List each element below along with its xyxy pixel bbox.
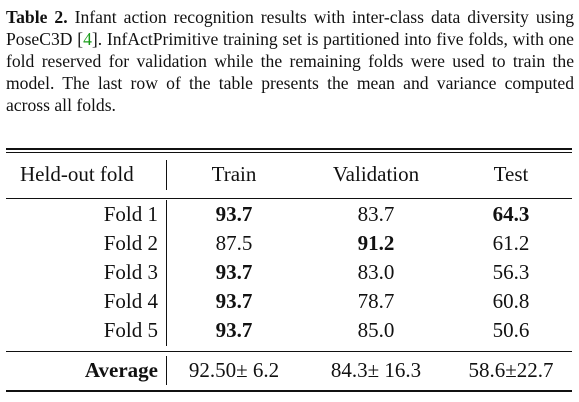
average-row: Average 92.50± 6.2 84.3± 16.3 58.6±22.7 [6,356,572,385]
fold-label: Fold 5 [103,318,158,342]
average-test: 58.6±22.7 [468,358,554,382]
column-divider [166,200,167,346]
caption-text-part1: Infant action recognition results with i… [6,7,574,49]
bottom-rule [6,390,572,392]
validation-value: 78.7 [357,289,395,313]
train-value: 93.7 [215,260,253,284]
test-value: 50.6 [492,318,530,342]
validation-value: 83.0 [357,260,395,284]
table-caption: Table 2. Infant action recognition resul… [6,6,574,116]
fold-label: Fold 2 [103,231,158,255]
test-value: 56.3 [492,260,530,284]
train-value: 93.7 [215,318,253,342]
header-rule [6,198,572,199]
table-row: Fold 3 93.7 83.0 56.3 [6,258,572,287]
validation-value: 83.7 [357,202,395,226]
top-rule [6,148,572,150]
test-value: 60.8 [492,289,530,313]
top-rule-inner [6,152,572,153]
column-divider [166,160,167,190]
caption-label: Table 2. [6,7,68,27]
table-row: Fold 2 87.5 91.2 61.2 [6,229,572,258]
fold-label: Fold 1 [103,202,158,226]
test-value: 61.2 [492,231,530,255]
average-label: Average [84,358,158,382]
validation-value: 85.0 [357,318,395,342]
table-row: Fold 5 93.7 85.0 50.6 [6,316,572,345]
average-rule [6,351,572,352]
column-divider [166,356,167,385]
caption-text-part2: ]. InfActPrimitive training set is parti… [6,29,574,115]
average-validation: 84.3± 16.3 [330,358,422,382]
table-row: Fold 4 93.7 78.7 60.8 [6,287,572,316]
train-value: 93.7 [215,289,253,313]
validation-value: 91.2 [357,231,395,255]
train-value: 87.5 [215,231,253,255]
table-row: Fold 1 93.7 83.7 64.3 [6,200,572,229]
train-value: 93.7 [215,202,253,226]
header-test: Test [493,162,529,186]
citation-link[interactable]: 4 [83,29,92,49]
header-train: Train [211,162,257,186]
fold-label: Fold 3 [103,260,158,284]
header-held-out-fold: Held-out fold [20,162,134,186]
average-train: 92.50± 6.2 [188,358,280,382]
test-value: 64.3 [492,202,530,226]
header-row: Held-out fold Train Validation Test [6,160,572,189]
header-validation: Validation [332,162,420,186]
fold-label: Fold 4 [103,289,158,313]
